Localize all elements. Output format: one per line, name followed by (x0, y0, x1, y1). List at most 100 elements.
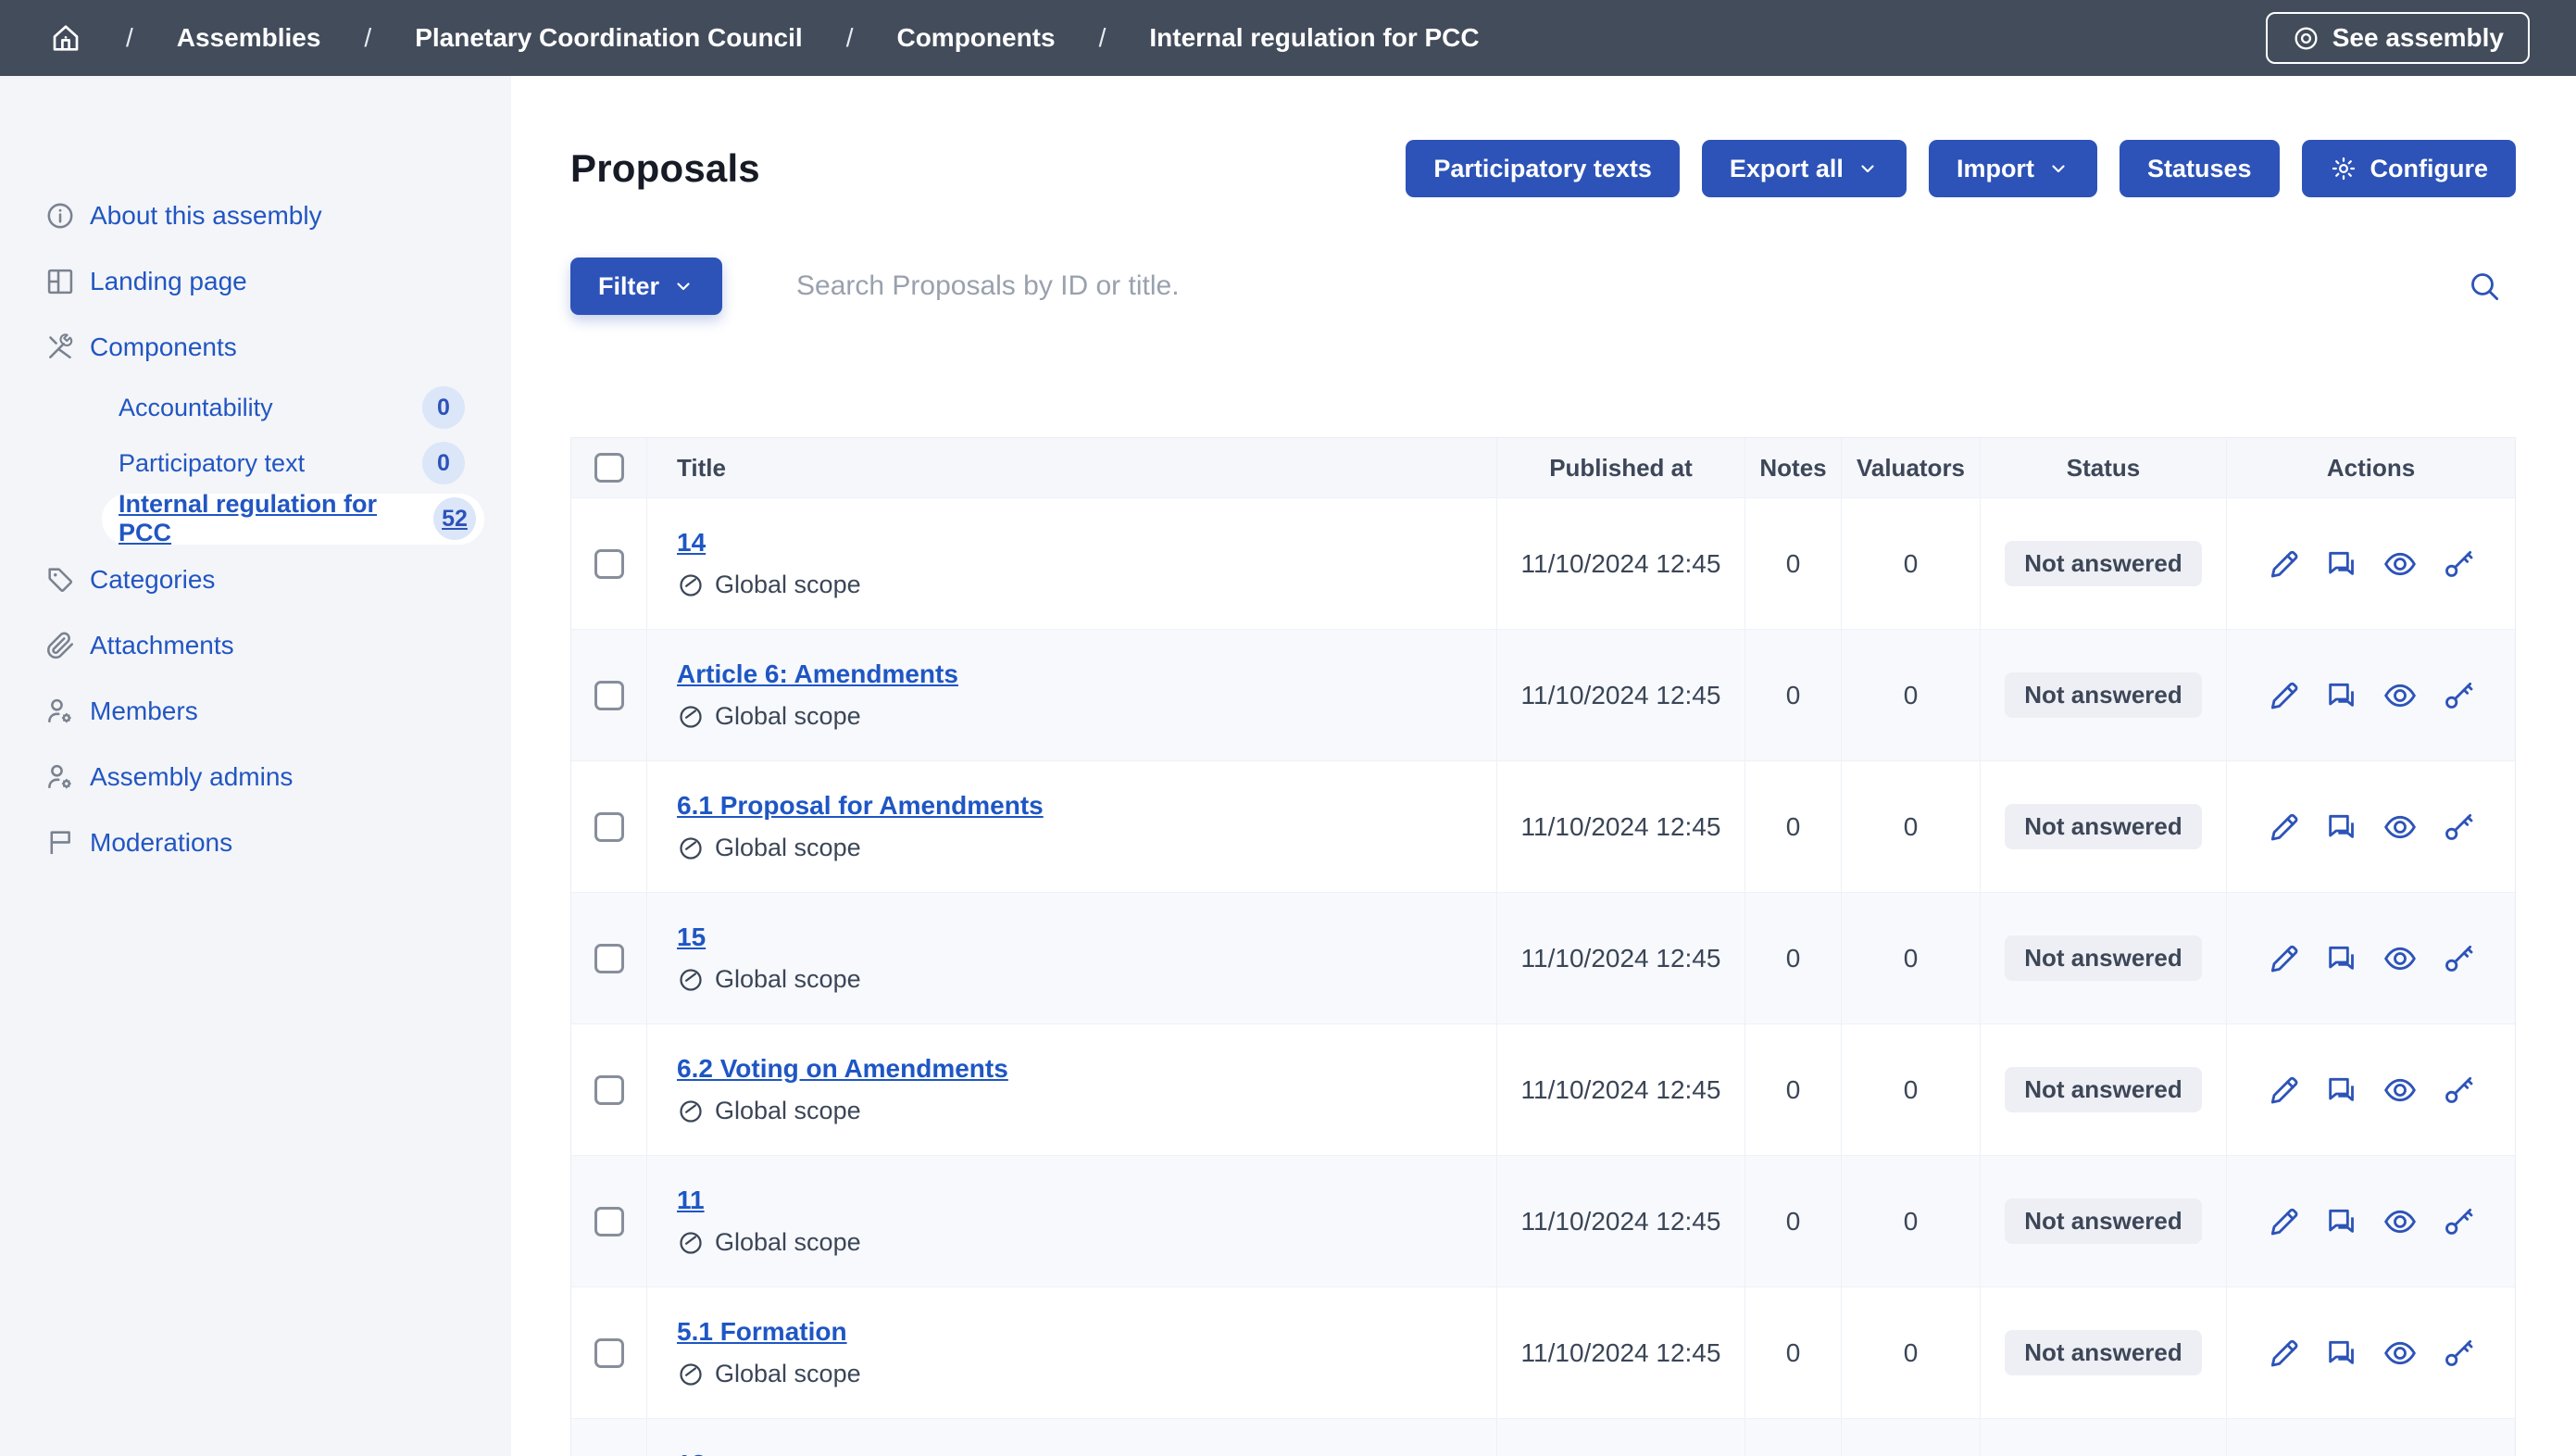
search-input[interactable] (722, 270, 2466, 302)
row-checkbox[interactable] (594, 548, 624, 579)
row-select-cell (571, 1156, 647, 1287)
edit-proposal-button[interactable] (2265, 677, 2302, 714)
globe-icon (680, 1362, 702, 1386)
published-at-cell: 11/10/2024 12:45 (1497, 1024, 1745, 1155)
see-assembly-button[interactable]: See assembly (2265, 12, 2530, 64)
status-badge: Not answered (2005, 672, 2202, 718)
answer-proposal-button[interactable] (2323, 546, 2360, 583)
edit-proposal-button[interactable] (2265, 546, 2302, 583)
eye-icon (2292, 24, 2320, 53)
valuators-cell: 0 (1842, 893, 1981, 1023)
answer-proposal-button[interactable] (2323, 940, 2360, 977)
valuators-cell: 0 (1842, 761, 1981, 892)
key-icon (2445, 550, 2473, 577)
permissions-proposal-button[interactable] (2440, 1203, 2477, 1240)
sidebar-item-attachments[interactable]: Attachments (0, 612, 511, 678)
preview-proposal-button[interactable] (2382, 546, 2419, 583)
filter-button[interactable]: Filter (570, 257, 723, 315)
preview-proposal-button[interactable] (2382, 1203, 2419, 1240)
proposal-title-link[interactable]: 6.2 Voting on Amendments (677, 1054, 1008, 1083)
edit-proposal-button[interactable] (2265, 1335, 2302, 1372)
breadcrumb-assembly-name[interactable]: Planetary Coordination Council (415, 23, 803, 52)
preview-proposal-button[interactable] (2382, 1072, 2419, 1109)
home-icon[interactable] (49, 21, 82, 55)
edit-proposal-button[interactable] (2265, 809, 2302, 846)
configure-button[interactable]: Configure (2301, 140, 2516, 197)
status-cell: Not answered (1981, 761, 2227, 892)
proposal-title-link[interactable]: Article 6: Amendments (677, 659, 958, 688)
preview-proposal-button[interactable] (2382, 809, 2419, 846)
sidebar-item-assembly-admins[interactable]: Assembly admins (0, 744, 511, 810)
valuators-cell: 0 (1842, 1024, 1981, 1155)
status-badge: Not answered (2005, 1067, 2202, 1112)
scope-label: Global scope (715, 965, 861, 993)
export-all-button[interactable]: Export all (1701, 140, 1907, 197)
globe-icon (680, 1231, 702, 1254)
tools-icon (44, 332, 76, 363)
permissions-proposal-button[interactable] (2440, 546, 2477, 583)
edit-proposal-button[interactable] (2265, 940, 2302, 977)
row-select-cell (571, 498, 647, 629)
proposal-title-link[interactable]: 11 (677, 1186, 705, 1214)
table-body: 14 Global scope 11/10/2024 12:45 0 0 Not… (571, 497, 2515, 1456)
sidebar-item-accountability[interactable]: Accountability 0 (0, 380, 511, 435)
valuators-cell: 0 (1842, 630, 1981, 760)
proposal-title-link[interactable]: 14 (677, 528, 707, 557)
import-button[interactable]: Import (1928, 140, 2097, 197)
preview-proposal-button[interactable] (2382, 940, 2419, 977)
statuses-button[interactable]: Statuses (2119, 140, 2280, 197)
breadcrumb-separator: / (845, 23, 854, 52)
permissions-proposal-button[interactable] (2440, 677, 2477, 714)
sidebar-item-moderations[interactable]: Moderations (0, 810, 511, 875)
row-checkbox[interactable] (594, 1074, 624, 1105)
row-checkbox[interactable] (594, 680, 624, 710)
filter-row: Filter (570, 257, 2516, 315)
sidebar-item-about[interactable]: About this assembly (0, 182, 511, 248)
row-checkbox[interactable] (594, 943, 624, 973)
edit-proposal-button[interactable] (2265, 1203, 2302, 1240)
proposal-title-link[interactable]: 12 (677, 1450, 706, 1456)
search-icon[interactable] (2466, 268, 2503, 305)
permissions-proposal-button[interactable] (2440, 1335, 2477, 1372)
sidebar-item-landing-page[interactable]: Landing page (0, 248, 511, 314)
answer-proposal-button[interactable] (2323, 1203, 2360, 1240)
published-at-cell (1497, 1419, 1745, 1456)
title-cell: 5.1 Formation Global scope (647, 1287, 1497, 1418)
proposal-title-link[interactable]: 6.1 Proposal for Amendments (677, 791, 1044, 820)
permissions-proposal-button[interactable] (2440, 809, 2477, 846)
answer-proposal-button[interactable] (2323, 809, 2360, 846)
row-checkbox[interactable] (594, 1206, 624, 1236)
breadcrumb-assemblies[interactable]: Assemblies (176, 23, 321, 52)
key-icon (2445, 945, 2473, 972)
preview-proposal-button[interactable] (2382, 1335, 2419, 1372)
answer-proposal-button[interactable] (2323, 677, 2360, 714)
row-checkbox[interactable] (594, 811, 624, 842)
row-checkbox[interactable] (594, 1337, 624, 1368)
proposal-title-link[interactable]: 15 (677, 923, 707, 951)
answer-proposal-button[interactable] (2323, 1072, 2360, 1109)
sidebar-item-internal-regulation[interactable]: Internal regulation for PCC 52 (0, 490, 511, 546)
edit-proposal-button[interactable] (2265, 1072, 2302, 1109)
permissions-proposal-button[interactable] (2440, 940, 2477, 977)
actions-cell (2227, 1156, 2515, 1287)
sidebar-item-categories[interactable]: Categories (0, 546, 511, 612)
participatory-texts-button[interactable]: Participatory texts (1406, 140, 1680, 197)
answer-proposal-button[interactable] (2323, 1335, 2360, 1372)
sidebar-item-participatory-text[interactable]: Participatory text 0 (0, 435, 511, 491)
proposal-title-link[interactable]: 5.1 Formation (677, 1317, 847, 1346)
key-icon (2445, 813, 2473, 840)
preview-proposal-button[interactable] (2382, 677, 2419, 714)
select-all-checkbox[interactable] (594, 453, 624, 483)
row-select-cell (571, 1419, 647, 1456)
row-select-cell (571, 893, 647, 1023)
sidebar-item-components[interactable]: Components (0, 314, 511, 380)
status-cell: Not answered (1981, 1156, 2227, 1287)
selected-item-pill: Internal regulation for PCC 52 (102, 490, 484, 546)
chat-icon (2329, 683, 2354, 707)
sidebar-item-members[interactable]: Members (0, 678, 511, 744)
proposal-scope: Global scope (677, 1228, 861, 1257)
permissions-proposal-button[interactable] (2440, 1072, 2477, 1109)
globe-icon (680, 968, 702, 991)
scope-label: Global scope (715, 702, 861, 730)
breadcrumb-components[interactable]: Components (896, 23, 1056, 52)
